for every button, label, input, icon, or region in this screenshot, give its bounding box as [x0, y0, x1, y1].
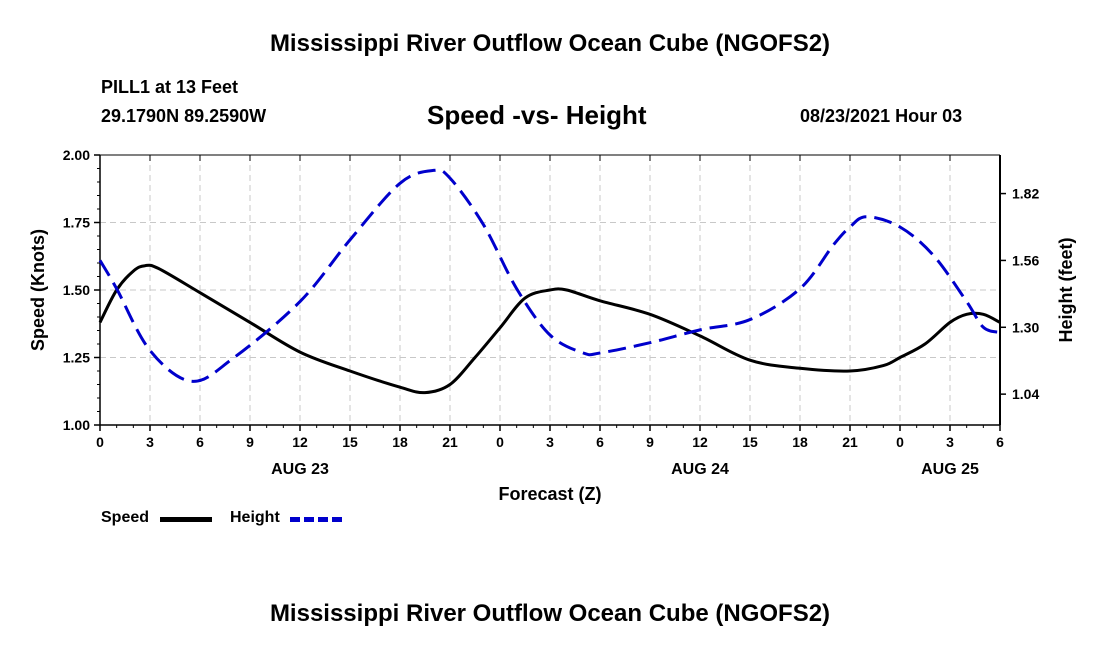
- footer-title: Mississippi River Outflow Ocean Cube (NG…: [269, 600, 831, 627]
- plot-title: Speed -vs- Height: [427, 100, 647, 130]
- chart-title: Mississippi River Outflow Ocean Cube (NG…: [269, 30, 831, 57]
- station-coords: 29.1790N 89.2590W: [101, 106, 267, 126]
- x-tick-label: 12: [292, 434, 308, 450]
- x-axis-title: Forecast (Z): [498, 484, 601, 504]
- y2-tick-label: 1.56: [1012, 252, 1039, 268]
- x-tick-label: 3: [946, 434, 954, 450]
- x-tick-label: 15: [742, 434, 758, 450]
- axes: [94, 154, 1006, 431]
- x-tick-label: 18: [392, 434, 408, 450]
- legend-height-line: [290, 517, 342, 522]
- x-tick-label: 18: [792, 434, 808, 450]
- x-tick-label: 3: [546, 434, 554, 450]
- y2-tick-label: 1.82: [1012, 186, 1039, 202]
- x-tick-label: 15: [342, 434, 358, 450]
- x-tick-label: 21: [842, 434, 858, 450]
- x-tick-label: 12: [692, 434, 708, 450]
- y2-axis-title: Height (feet): [1056, 238, 1076, 343]
- station-label: PILL1 at 13 Feet: [101, 77, 239, 97]
- speed-series-line: [98, 263, 1001, 395]
- day-label: AUG 24: [671, 461, 729, 478]
- x-tick-label: 3: [146, 434, 154, 450]
- x-tick-label: 0: [96, 434, 104, 450]
- legend-speed-label: Speed: [101, 509, 150, 526]
- height-series-line: [98, 168, 1001, 383]
- y-tick-label: 1.25: [63, 350, 90, 366]
- x-tick-label: 0: [496, 434, 504, 450]
- x-tick-label: 6: [996, 434, 1004, 450]
- x-tick-label: 0: [896, 434, 904, 450]
- y-tick-label: 1.75: [63, 215, 90, 231]
- y-tick-label: 2.00: [63, 147, 90, 163]
- x-tick-label: 9: [246, 434, 254, 450]
- x-tick-label: 6: [596, 434, 604, 450]
- y2-tick-label: 1.30: [1012, 319, 1039, 335]
- day-label: AUG 25: [921, 461, 979, 478]
- legend-height-label: Height: [230, 509, 280, 526]
- grid: [100, 155, 1000, 425]
- y2-tick-label: 1.04: [1012, 386, 1039, 402]
- forecast-datetime: 08/23/2021 Hour 03: [800, 106, 963, 126]
- axis-labels: 0 3 6 9 12 15 18 21 0 3 6 9 12 15 18 21 0 3 6 1.00 1.25 1.50 1…: [28, 147, 1076, 504]
- x-tick-label: 21: [442, 434, 458, 450]
- y-tick-label: 1.00: [63, 417, 90, 433]
- legend-speed-line: [160, 517, 212, 522]
- y-tick-label: 1.50: [63, 282, 90, 298]
- x-tick-label: 9: [646, 434, 654, 450]
- series: [98, 168, 1001, 395]
- y-axis-title: Speed (Knots): [28, 229, 48, 351]
- day-label: AUG 23: [271, 461, 329, 478]
- x-tick-label: 6: [196, 434, 204, 450]
